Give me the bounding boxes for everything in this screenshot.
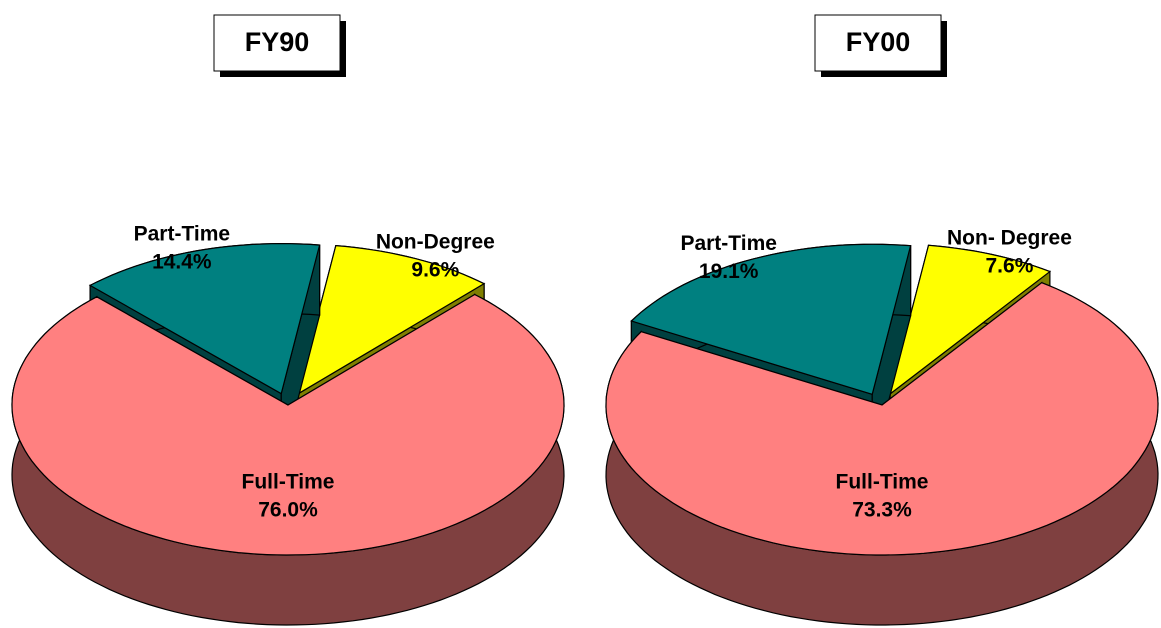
slice-label: Part-Time bbox=[680, 232, 776, 255]
slice-value-label: 19.1% bbox=[699, 260, 759, 283]
pie-slice bbox=[630, 243, 912, 396]
slice-value-label: 7.6% bbox=[986, 254, 1034, 277]
title-box bbox=[213, 14, 341, 72]
pie-slice bbox=[88, 242, 321, 395]
pie-slice bbox=[889, 244, 1052, 396]
pie bbox=[11, 242, 565, 626]
slice-value-label: 9.6% bbox=[411, 259, 459, 282]
slice-label: Full-Time bbox=[836, 471, 929, 494]
slice-value-label: 76.0% bbox=[258, 499, 318, 522]
pie bbox=[605, 243, 1159, 626]
title-box bbox=[814, 14, 942, 72]
pie-slice bbox=[11, 293, 565, 556]
chart-title: FY00 bbox=[846, 27, 911, 57]
slice-label: Full-Time bbox=[242, 471, 335, 494]
pie-slice bbox=[605, 282, 1159, 556]
slice-value-label: 14.4% bbox=[152, 251, 212, 274]
slice-label: Non- Degree bbox=[947, 226, 1072, 249]
chart-title: FY90 bbox=[245, 27, 310, 57]
slice-value-label: 73.3% bbox=[852, 499, 912, 522]
slice-label: Part-Time bbox=[134, 223, 230, 246]
slice-label: Non-Degree bbox=[376, 231, 495, 254]
pie-slice bbox=[296, 244, 486, 396]
